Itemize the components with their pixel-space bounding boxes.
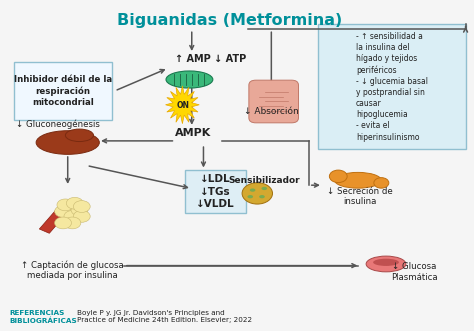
Text: ↑ AMP ↓ ATP: ↑ AMP ↓ ATP [175, 54, 246, 64]
Ellipse shape [366, 256, 406, 272]
Text: Boyle P y. JG Jr. Davidson's Principles and
Practice of Medicine 24th Edition. E: Boyle P y. JG Jr. Davidson's Principles … [77, 310, 252, 323]
Ellipse shape [329, 170, 347, 183]
Text: ↓ Glucosa
Plasmática: ↓ Glucosa Plasmática [391, 262, 438, 282]
Polygon shape [165, 86, 199, 124]
Text: ↑ Captación de glucosa
mediada por insulina: ↑ Captación de glucosa mediada por insul… [21, 260, 124, 280]
Text: REFERENCIAS
BIBLIOGRÁFICAS: REFERENCIAS BIBLIOGRÁFICAS [9, 310, 77, 323]
Text: Inhibidor débil de la
respiración
mitocondrial: Inhibidor débil de la respiración mitoco… [14, 75, 112, 107]
Text: ↓ Secreción de
insulina: ↓ Secreción de insulina [328, 187, 393, 207]
Circle shape [73, 201, 90, 213]
Text: AMPK: AMPK [175, 128, 211, 138]
Ellipse shape [373, 259, 399, 266]
Ellipse shape [335, 172, 382, 188]
Ellipse shape [259, 195, 265, 198]
FancyBboxPatch shape [318, 24, 465, 149]
Ellipse shape [242, 183, 273, 204]
Ellipse shape [36, 131, 100, 154]
Ellipse shape [250, 188, 255, 192]
Text: ↓LDL
↓TGs
↓VLDL: ↓LDL ↓TGs ↓VLDL [196, 174, 235, 209]
Ellipse shape [247, 195, 253, 198]
Circle shape [71, 204, 88, 216]
Circle shape [64, 211, 81, 222]
Ellipse shape [166, 71, 213, 88]
Circle shape [73, 211, 90, 222]
Circle shape [57, 199, 74, 211]
FancyBboxPatch shape [249, 80, 299, 123]
Circle shape [55, 206, 72, 217]
FancyArrow shape [39, 200, 75, 233]
Text: - ↑ sensibilidad a
la insulina del
hígado y tejidos
periféricos
- ↓ glucemia bas: - ↑ sensibilidad a la insulina del hígad… [356, 32, 428, 141]
Circle shape [64, 217, 81, 229]
Ellipse shape [65, 129, 93, 142]
FancyBboxPatch shape [14, 62, 112, 119]
Ellipse shape [262, 187, 267, 190]
Circle shape [66, 197, 83, 209]
Ellipse shape [374, 178, 389, 188]
Text: ↓ Gluconeogénesis: ↓ Gluconeogénesis [16, 120, 100, 129]
Text: Biguanidas (Metformina): Biguanidas (Metformina) [117, 13, 342, 28]
Circle shape [55, 217, 72, 229]
Text: Sensibilizador: Sensibilizador [228, 176, 300, 185]
FancyBboxPatch shape [185, 170, 246, 213]
Text: ON: ON [177, 101, 190, 110]
Text: ↓ Absorción: ↓ Absorción [244, 107, 299, 116]
